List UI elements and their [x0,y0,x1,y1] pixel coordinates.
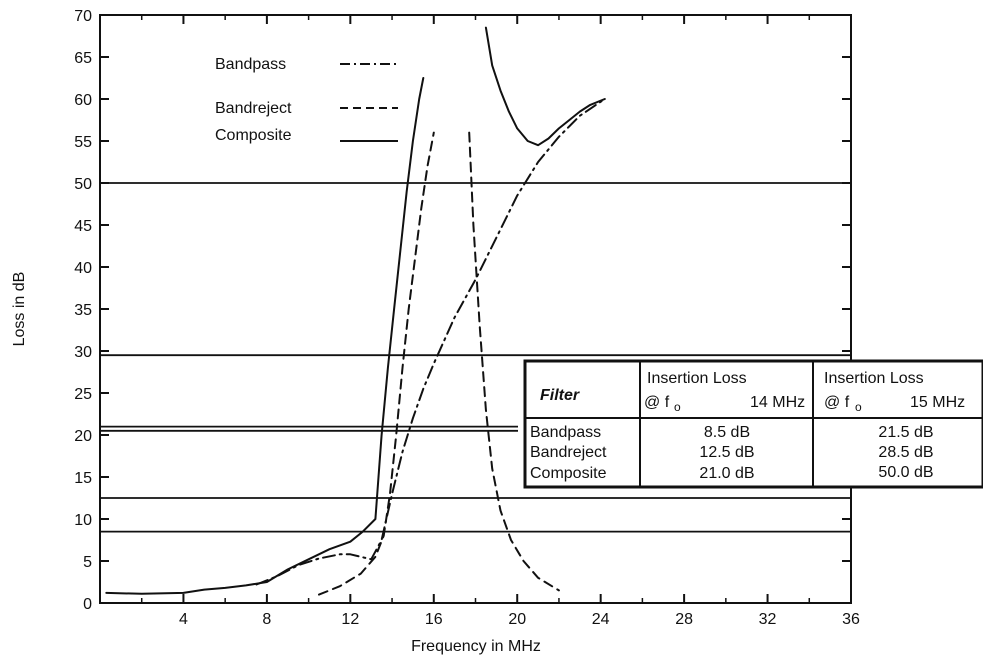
insertion-loss-table: Filter Insertion Loss @ f o 14 MHz Inser… [523,359,983,489]
table-header-col1-at: @ f [644,394,670,411]
table-cell-filter-bandreject: Bandreject [530,444,607,461]
x-axis-title: Frequency in MHz [411,638,541,655]
y-tick-label: 60 [74,92,92,109]
table-header-col2-at: @ f [824,394,850,411]
y-tick-label: 20 [74,428,92,445]
series-line-bandpass [255,98,606,586]
y-tick-label: 55 [74,134,92,151]
y-tick-label: 70 [74,8,92,25]
table-header-col2-sub: o [855,400,862,414]
y-tick-label: 15 [74,470,92,487]
table-header-col2-title: Insertion Loss [824,370,924,387]
x-tick-label: 36 [842,611,860,628]
y-tick-label: 45 [74,218,92,235]
y-axis-ticks: 0 5 10 15 20 25 30 35 40 45 50 55 60 65 70 [74,8,851,613]
series-line-composite-segment-1 [105,77,425,595]
x-axis-ticks: 4 8 12 16 20 24 28 32 36 [140,15,860,628]
table-cell-loss15-bandreject: 28.5 dB [878,444,933,461]
series-line-composite-segment-2 [484,26,606,147]
legend: Bandpass Bandreject Composite [215,56,398,144]
table-header-filter: Filter [540,387,580,404]
y-tick-label: 40 [74,260,92,277]
table-header-col1-freq: 14 MHz [750,394,805,411]
y-tick-label: 0 [83,596,92,613]
y-tick-label: 5 [83,554,92,571]
x-tick-label: 16 [425,611,443,628]
table-cell-loss14-composite: 21.0 dB [699,465,754,482]
table-border [523,359,983,489]
y-tick-label: 10 [74,512,92,529]
x-tick-label: 32 [759,611,777,628]
x-tick-label: 4 [179,611,188,628]
legend-label-bandpass: Bandpass [215,56,286,73]
y-axis-title: Loss in dB [11,272,28,347]
table-cell-loss15-bandpass: 21.5 dB [878,424,933,441]
table-header-col1-title: Insertion Loss [647,370,747,387]
table-background [524,360,983,488]
series-line-bandreject-segment-2 [468,131,560,592]
y-tick-label: 25 [74,386,92,403]
table-cell-filter-composite: Composite [530,465,607,482]
legend-label-composite: Composite [215,127,292,144]
table-cell-filter-bandpass: Bandpass [530,424,601,441]
series-line-bandreject-segment-1 [318,131,435,596]
x-tick-label: 24 [592,611,610,628]
y-tick-label: 30 [74,344,92,361]
y-tick-label: 65 [74,50,92,67]
table-cell-loss14-bandpass: 8.5 dB [704,424,750,441]
plot-frame [99,14,852,604]
y-tick-label: 35 [74,302,92,319]
x-tick-label: 8 [262,611,271,628]
table-header-col2-freq: 15 MHz [910,394,965,411]
reference-lines [100,182,851,533]
x-tick-label: 28 [675,611,693,628]
series-layer [105,26,606,596]
table-cell-loss14-bandreject: 12.5 dB [699,444,754,461]
x-tick-label: 12 [341,611,359,628]
table-cell-loss15-composite: 50.0 dB [878,464,933,481]
legend-label-bandreject: Bandreject [215,100,292,117]
x-tick-label: 20 [508,611,526,628]
y-tick-label: 50 [74,176,92,193]
table-header-col1-sub: o [674,400,681,414]
